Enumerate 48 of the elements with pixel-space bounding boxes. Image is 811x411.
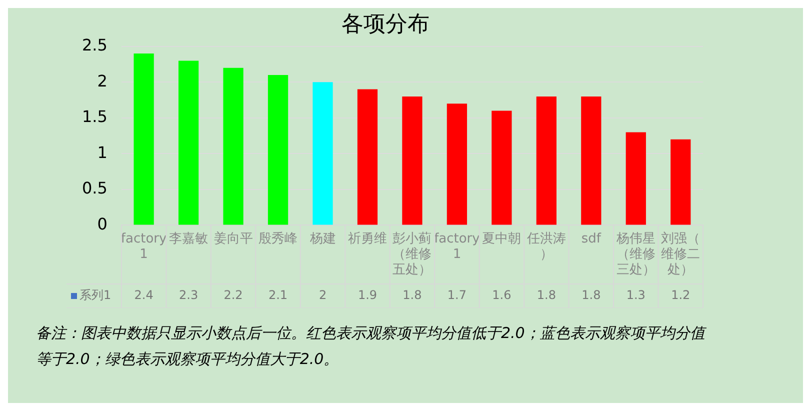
data-label: 1.8: [536, 288, 556, 302]
x-tick-label: 殷秀峰: [258, 231, 298, 246]
bar: [670, 139, 691, 225]
y-tick-label: 2: [97, 71, 108, 90]
bar: [178, 60, 199, 225]
data-label: 1.9: [358, 288, 378, 302]
data-label: 1.7: [447, 288, 467, 302]
x-tick-label: 杨建: [308, 231, 336, 246]
x-tick-label: 李嘉敏: [169, 231, 208, 246]
bar: [581, 96, 602, 225]
y-tick-label: 1.5: [82, 107, 108, 126]
x-tick-label: factory 1: [434, 231, 480, 262]
bar: [312, 82, 333, 225]
bar: [268, 75, 288, 225]
bar: [536, 96, 556, 225]
bar: [223, 68, 244, 225]
x-tick-label: 祈勇维: [348, 231, 387, 246]
bar: [357, 89, 378, 225]
x-tick-label: 杨伟星（维修三处）: [615, 231, 656, 278]
y-tick-label: 2.5: [82, 36, 108, 55]
x-tick-label: 姜向平: [214, 230, 253, 246]
data-label: 2.1: [268, 288, 288, 302]
x-tick-label: 夏中朝: [482, 231, 522, 246]
chart-title: 各项分布: [342, 12, 430, 37]
data-label: 1.3: [626, 288, 646, 302]
bar: [134, 54, 154, 225]
data-label: 1.8: [582, 288, 601, 302]
y-tick-label: 0: [97, 214, 108, 234]
data-label: 1.6: [492, 288, 512, 302]
bar: [446, 104, 468, 225]
data-label: 2.4: [134, 288, 154, 302]
x-tick-label: 刘强（维修二处）: [661, 231, 700, 278]
text: 备注：图表中数据只显示小数点后一位。红色表示观察项平均分值低于2.0；蓝色表示观察项平均分值等于2.0；绿色表示观察项平均分值大于2.0。: [36, 323, 708, 370]
data-label: 2.2: [224, 288, 243, 302]
text: 系列1: [79, 288, 112, 302]
x-tick-label: 任洪涛）: [526, 231, 566, 262]
bar: [492, 110, 512, 225]
x-tick-label: 彭小蓟（维修五处）: [392, 231, 432, 278]
bar: [626, 132, 646, 225]
data-label: 2: [318, 288, 327, 302]
x-tick-label: sdf: [581, 231, 602, 246]
bar: [402, 96, 422, 225]
data-label: 1.2: [671, 288, 690, 302]
x-tick-label: factory 1: [120, 231, 168, 262]
y-tick-label: 1: [97, 142, 108, 162]
data-label: 2.3: [179, 288, 198, 302]
y-tick-label: 0.5: [82, 178, 108, 198]
data-label: 1.8: [402, 288, 422, 302]
